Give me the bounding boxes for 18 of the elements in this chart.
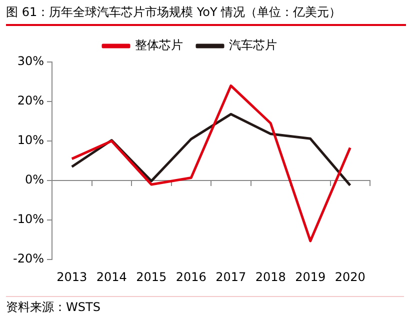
y-tick-label: 0% bbox=[24, 172, 44, 187]
legend-label: 汽车芯片 bbox=[229, 38, 277, 52]
y-tick-label: 20% bbox=[17, 94, 44, 108]
legend-label: 整体芯片 bbox=[135, 38, 183, 52]
text: 资料来源：WSTS bbox=[6, 296, 404, 316]
x-tick-label: 2015 bbox=[136, 270, 167, 284]
y-tick-label: -20% bbox=[12, 252, 44, 266]
x-tick-label: 2019 bbox=[295, 270, 326, 284]
x-tick-label: 2013 bbox=[56, 270, 88, 284]
x-tick-label: 2014 bbox=[96, 270, 127, 284]
x-tick-label: 2017 bbox=[216, 270, 246, 284]
y-tick-label: 30% bbox=[17, 54, 44, 68]
y-tick-label: 10% bbox=[17, 133, 44, 148]
x-tick-label: 2016 bbox=[176, 270, 206, 284]
y-tick-label: -10% bbox=[12, 212, 44, 226]
chart-title: 图 61：历年全球汽车芯片市场规模 YoY 情况（单位：亿美元） bbox=[6, 4, 406, 26]
x-tick-label: 2018 bbox=[255, 270, 286, 284]
x-tick-label: 2020 bbox=[334, 270, 366, 284]
